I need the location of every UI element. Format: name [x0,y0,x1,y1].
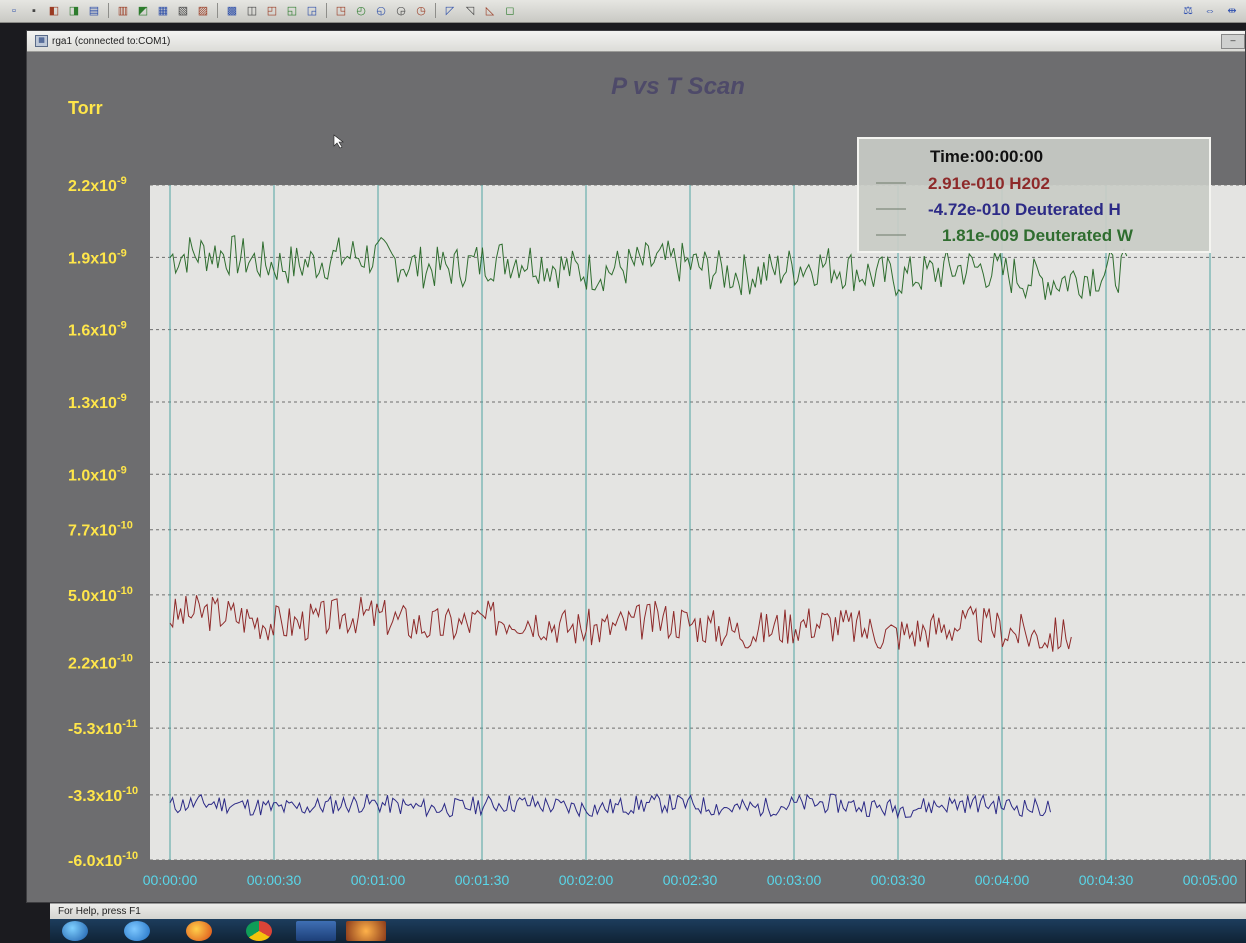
y-axis-unit-label: Torr [68,98,103,118]
collapse-icon[interactable]: ⇹ [1227,5,1237,17]
minimize-button[interactable]: – [1221,34,1245,49]
status-bar: For Help, press F1 [50,903,1246,919]
arrows-icon[interactable]: ⇔ [1204,4,1216,17]
firefox-window-icon[interactable] [346,921,386,941]
y-tick-label: -3.3x10-10 [68,785,138,805]
legend-entries: 2.91e-010 H202 -4.72e-010 Deuterated H 1.8… [876,174,1134,245]
y-tick-label: 1.9x10-9 [68,247,127,267]
firefox-icon[interactable] [186,921,212,941]
toolbar-right-group: ⚖ ⇔ ⇹ [1180,3,1240,18]
filter-icon[interactable]: ◷ [416,5,426,17]
legend-entry: 1.81e-009 Deuterated W [942,226,1134,245]
x-tick-label: 00:03:00 [767,872,822,888]
x-tick-labels: 00:00:00 00:00:30 00:01:00 00:01:30 00:02:00… [143,872,1238,888]
internet-explorer-icon[interactable] [124,921,150,941]
chrome-icon[interactable] [246,921,272,941]
scan-icon[interactable]: ▨ [197,5,209,17]
status-text: For Help, press F1 [58,906,141,917]
target-icon[interactable]: ◺ [485,5,495,17]
y-tick-label: 1.0x10-9 [68,464,127,484]
legend-series-name: Deuterated W [1023,226,1134,245]
legend-time-header: Time:00:00:00 [930,147,1043,166]
y-tick-label: 2.2x10-9 [68,175,127,195]
x-tick-label: 00:01:00 [351,872,406,888]
x-tick-label: 00:02:30 [663,872,718,888]
start-orb-icon[interactable] [62,921,88,941]
window-title: rga1 (connected to:COM1) [52,35,171,47]
grid-lines [150,184,1246,861]
plot-icon[interactable]: ◸ [445,5,455,17]
list-icon[interactable]: ◰ [266,5,278,17]
toolbar-separator [217,3,218,18]
legend-entry: -4.72e-010 Deuterated H [928,200,1121,219]
help-icon[interactable]: ◻ [505,5,515,17]
series-line-deuterated-h [169,793,1051,820]
x-tick-label: 00:00:30 [247,872,302,888]
series-line-h202 [169,595,1072,652]
x-tick-label: 00:01:30 [455,872,510,888]
window-titlebar[interactable]: ▦ rga1 (connected to:COM1) – [27,31,1245,52]
x-tick-label: 00:05:00 [1183,872,1238,888]
open-folder-icon[interactable]: ▪ [32,4,36,17]
x-tick-label: 00:04:30 [1079,872,1134,888]
legend[interactable]: Time:00:00:00 2.91e-010 H202 -4.72e-010 D… [857,137,1211,253]
y-tick-label: 2.2x10-10 [68,652,133,672]
window-app-icon: ▦ [35,35,48,47]
y-tick-label: 1.3x10-9 [68,392,127,412]
chart-icon[interactable]: ▩ [226,5,238,17]
new-file-icon[interactable]: ▫ [12,4,16,17]
x-tick-label: 00:04:00 [975,872,1030,888]
table-icon[interactable]: ▦ [157,5,169,17]
y-tick-labels: 2.2x10-9 1.9x10-9 1.6x10-9 1.3x10-9 1.0x10-9… [68,175,138,870]
y-tick-label: 1.6x10-9 [68,320,127,340]
legend-value: 1.81e-009 [942,226,1023,245]
balance-icon[interactable]: ⚖ [1183,5,1193,17]
x-tick-label: 00:00:00 [143,872,198,888]
edit-icon[interactable]: ◩ [137,5,149,17]
series-line-deuterated-w [169,235,1128,300]
toolbar-separator [435,3,436,18]
print-icon[interactable]: ◨ [68,5,80,17]
legend-value: 2.91e-010 [928,174,1009,193]
plot-area[interactable] [150,185,1246,860]
disk-icon[interactable]: ◳ [335,5,347,17]
arrow-down-icon[interactable]: ◶ [396,5,406,17]
y-tick-label: 7.7x10-10 [68,520,133,540]
chart-title: P vs T Scan [611,73,745,100]
taskbar [50,919,1246,943]
save-icon[interactable]: ◧ [48,5,60,17]
legend-entry: 2.91e-010 H202 [928,174,1050,193]
toolbar: ▫ ▪ ◧ ◨ ▤ ▥ ◩ ▦ ▧ ▨ ▩ ◫ ◰ ◱ ◲ ◳ ◴ ◵ ◶ ◷ ◸ ◹ ◺ ◻ ⚖ ⇔ ⇹ [0,0,1246,23]
grid-icon[interactable]: ▧ [177,5,189,17]
legend-series-name: H202 [1009,174,1050,193]
legend-box [857,137,1211,253]
zoom-icon[interactable]: ◵ [376,5,386,17]
y-tick-label: -5.3x10-11 [68,718,138,738]
camera-icon[interactable]: ◱ [286,5,298,17]
legend-series-name: Deuterated H [1015,200,1121,219]
bar-chart-icon[interactable]: ◫ [246,5,258,17]
x-tick-label: 00:02:00 [559,872,614,888]
toolbar-left-group: ▫ ▪ ◧ ◨ ▤ ▥ ◩ ▦ ▧ ▨ ▩ ◫ ◰ ◱ ◲ ◳ ◴ ◵ ◶ ◷ ◸ ◹ ◺ ◻ [6,3,518,18]
y-tick-label: -6.0x10-10 [68,850,138,870]
record-icon[interactable]: ◲ [306,5,318,17]
mouse-cursor-icon [333,134,344,149]
x-tick-label: 00:03:30 [871,872,926,888]
copy-icon[interactable]: ▤ [88,5,100,17]
y-tick-label: 5.0x10-10 [68,585,133,605]
series-lines [169,235,1128,820]
rga-app-icon[interactable] [296,921,336,941]
toolbar-separator [326,3,327,18]
legend-value: -4.72e-010 [928,200,1015,219]
settings-icon[interactable]: ◹ [465,5,475,17]
graph-icon[interactable]: ◴ [356,5,366,17]
toolbar-separator [108,3,109,18]
paste-icon[interactable]: ▥ [117,5,129,17]
